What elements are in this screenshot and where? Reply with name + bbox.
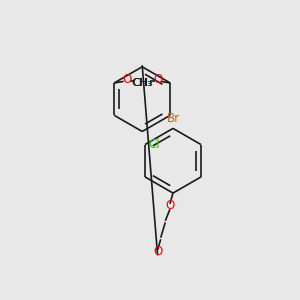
Text: Br: Br [167, 112, 180, 125]
Text: O: O [165, 199, 175, 212]
Text: O: O [153, 245, 162, 258]
Text: Cl: Cl [148, 138, 160, 151]
Text: CH₃: CH₃ [131, 78, 152, 88]
Text: O: O [122, 74, 131, 86]
Text: CH₃: CH₃ [132, 78, 153, 88]
Text: O: O [153, 74, 163, 86]
